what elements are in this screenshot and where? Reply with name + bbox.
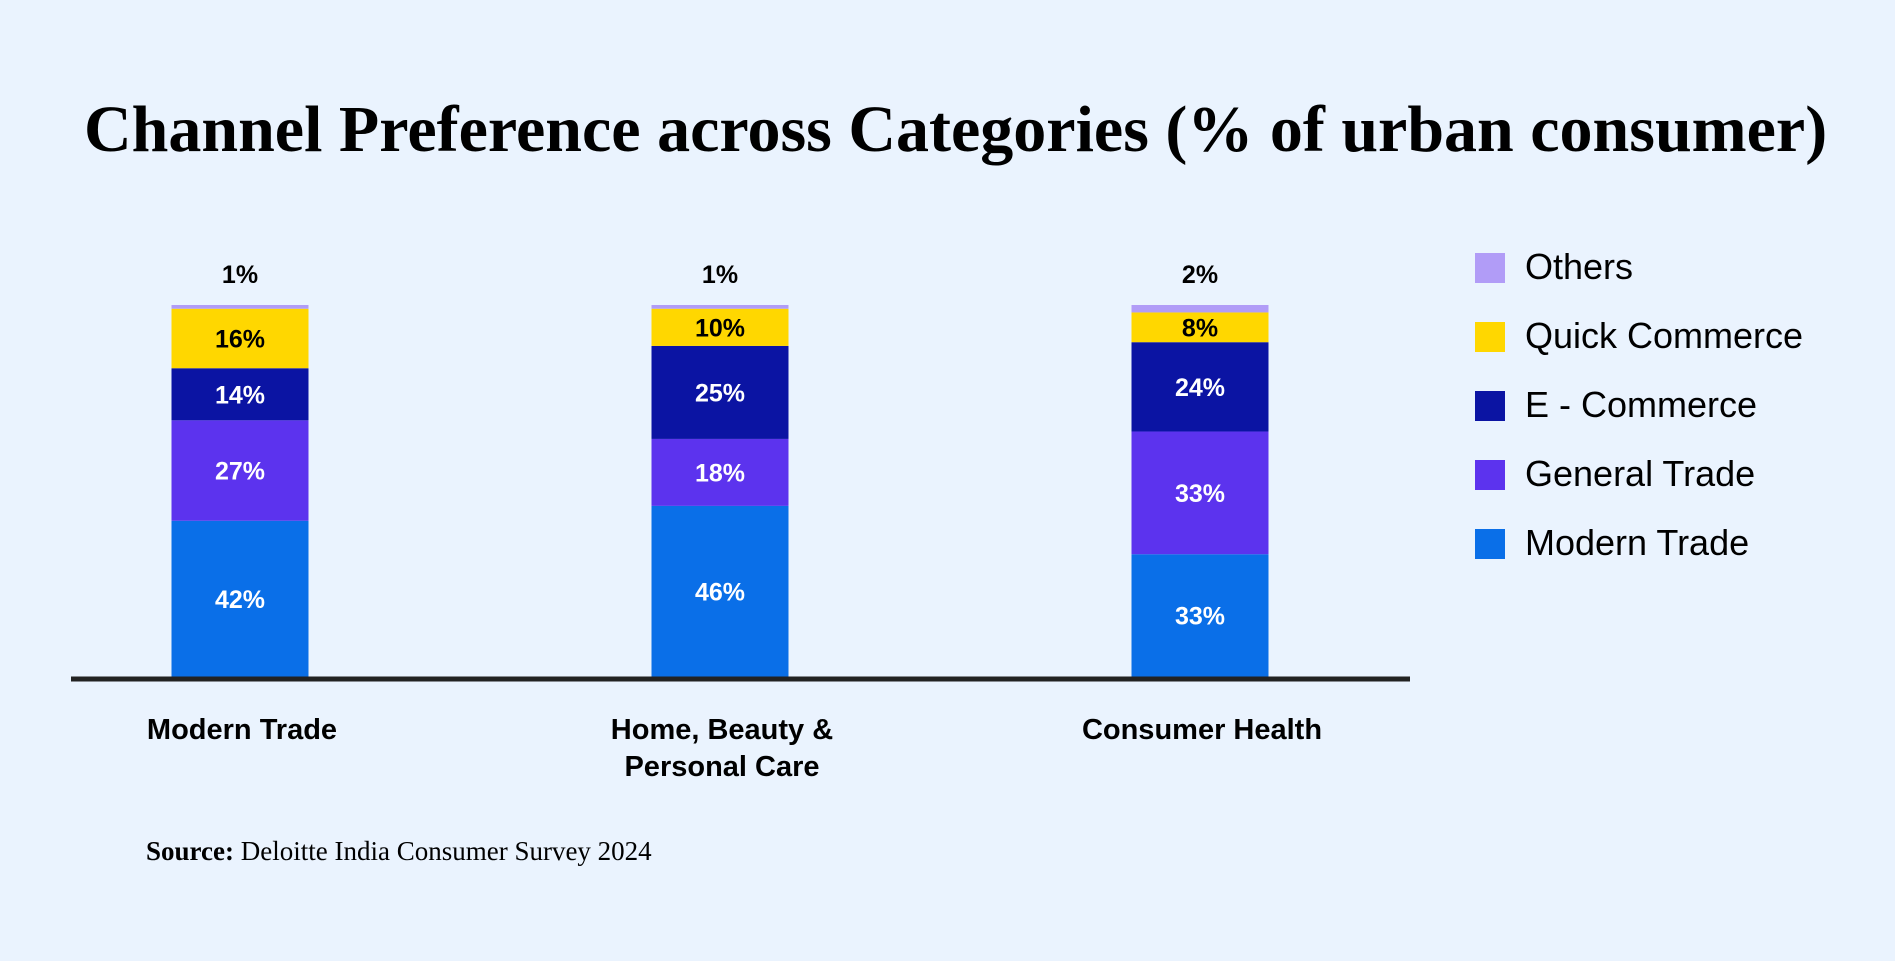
legend-swatch bbox=[1475, 529, 1505, 559]
category-label: Personal Care bbox=[624, 751, 819, 783]
data-label: 1% bbox=[702, 261, 738, 289]
bar-segment-others bbox=[651, 305, 789, 309]
bar-segment-others bbox=[1131, 305, 1269, 313]
category-label: Consumer Health bbox=[1082, 714, 1322, 746]
legend-label: E - Commerce bbox=[1525, 384, 1757, 425]
data-label: 42% bbox=[215, 586, 265, 614]
category-label: Home, Beauty & bbox=[611, 714, 833, 746]
data-label: 33% bbox=[1175, 603, 1225, 631]
data-label: 1% bbox=[222, 261, 258, 289]
source-note: Source: Deloitte India Consumer Survey 2… bbox=[146, 836, 652, 867]
data-label: 25% bbox=[695, 379, 745, 407]
data-label: 14% bbox=[215, 381, 265, 409]
data-label: 10% bbox=[695, 314, 745, 342]
legend-swatch bbox=[1475, 460, 1505, 490]
bar-segment-modern-trade bbox=[171, 520, 309, 677]
data-label: 24% bbox=[1175, 374, 1225, 402]
legend-swatch bbox=[1475, 322, 1505, 352]
bar-segment-modern-trade bbox=[1131, 554, 1269, 677]
chart-title: Channel Preference across Categories (% … bbox=[84, 93, 1828, 166]
bar-segment-general-trade bbox=[651, 438, 789, 506]
bar-segment-general-trade bbox=[1131, 431, 1269, 555]
bar-segment-e-commerce bbox=[171, 368, 309, 421]
bar-segment-others bbox=[171, 305, 309, 309]
legend-swatch bbox=[1475, 391, 1505, 421]
data-label: 2% bbox=[1182, 261, 1218, 289]
source-label: Source: bbox=[146, 836, 234, 866]
bar-segment-e-commerce bbox=[651, 345, 789, 439]
category-label: Modern Trade bbox=[147, 714, 337, 746]
legend-swatch bbox=[1475, 253, 1505, 283]
legend-label: Modern Trade bbox=[1525, 522, 1749, 563]
data-label: 33% bbox=[1175, 480, 1225, 508]
bar-segment-quick-commerce bbox=[171, 308, 309, 369]
data-label: 8% bbox=[1182, 314, 1218, 342]
legend-label: Quick Commerce bbox=[1525, 315, 1803, 356]
bar-segment-quick-commerce bbox=[651, 308, 789, 346]
bar-segment-modern-trade bbox=[651, 505, 789, 677]
bar-segment-e-commerce bbox=[1131, 342, 1269, 432]
source-text: Deloitte India Consumer Survey 2024 bbox=[240, 836, 652, 866]
data-label: 27% bbox=[215, 458, 265, 486]
legend-label: General Trade bbox=[1525, 453, 1755, 494]
legend-label: Others bbox=[1525, 246, 1633, 287]
data-label: 46% bbox=[695, 578, 745, 606]
bar-segment-general-trade bbox=[171, 420, 309, 521]
data-label: 18% bbox=[695, 459, 745, 487]
data-label: 16% bbox=[215, 325, 265, 353]
bar-segment-quick-commerce bbox=[1131, 312, 1269, 343]
